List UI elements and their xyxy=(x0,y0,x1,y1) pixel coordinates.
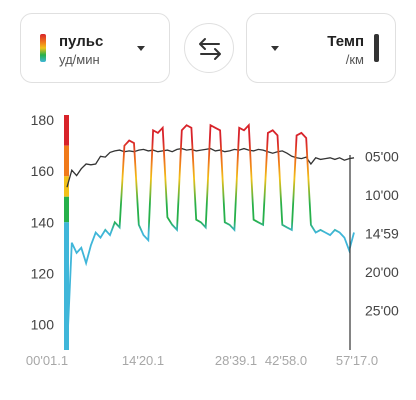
pace-selector[interactable]: Темп /км xyxy=(246,13,396,83)
hr-zone-segment xyxy=(64,145,69,177)
chart[interactable]: 180 160 140 120 100 05'00 10'00 14'59 20'00 25'0… xyxy=(0,110,416,390)
y-right-axis: 05'00 10'00 14'59 20'00 25'00 xyxy=(365,148,399,318)
heart-rate-title: пульс xyxy=(59,33,104,50)
hr-zone-segment xyxy=(64,196,69,223)
heart-rate-unit: уд/мин xyxy=(59,52,100,67)
pace-unit: /км xyxy=(345,52,364,67)
swap-button[interactable] xyxy=(184,23,234,73)
y-right-tick: 25'00 xyxy=(365,303,399,319)
x-tick: 00'01.1 xyxy=(26,353,68,368)
hr-zone-segment xyxy=(64,222,69,350)
x-axis: 00'01.1 14'20.1 28'39.1 42'58.0 57'17.0 xyxy=(26,353,378,368)
y-left-axis: 180 160 140 120 100 xyxy=(31,112,55,332)
pace-series-line xyxy=(66,147,355,188)
heart-rate-series-line xyxy=(66,123,355,351)
heart-rate-selector[interactable]: пульс уд/мин xyxy=(20,13,170,83)
y-right-tick: 20'00 xyxy=(365,264,399,280)
x-tick: 14'20.1 xyxy=(122,353,164,368)
chevron-down-icon[interactable] xyxy=(271,46,279,51)
y-left-tick: 160 xyxy=(31,163,55,179)
y-left-tick: 120 xyxy=(31,265,55,281)
x-tick: 28'39.1 xyxy=(215,353,257,368)
series-lines xyxy=(66,123,355,351)
y-right-tick: 14'59 xyxy=(365,226,399,242)
swap-arrows-icon xyxy=(199,38,221,60)
pace-title: Темп xyxy=(327,33,364,50)
x-tick: 42'58.0 xyxy=(265,353,307,368)
heart-rate-color-scale xyxy=(40,34,46,62)
hr-zone-bar xyxy=(64,115,69,350)
y-right-tick: 10'00 xyxy=(365,187,399,203)
pace-color-scale xyxy=(374,34,379,62)
chevron-down-icon[interactable] xyxy=(137,46,145,51)
y-left-tick: 100 xyxy=(31,316,55,332)
hr-zone-segment xyxy=(64,115,69,146)
x-tick: 57'17.0 xyxy=(336,353,378,368)
y-left-tick: 180 xyxy=(31,112,55,128)
y-right-tick: 05'00 xyxy=(365,148,399,164)
hr-zone-segment xyxy=(64,176,69,197)
y-left-tick: 140 xyxy=(31,214,55,230)
